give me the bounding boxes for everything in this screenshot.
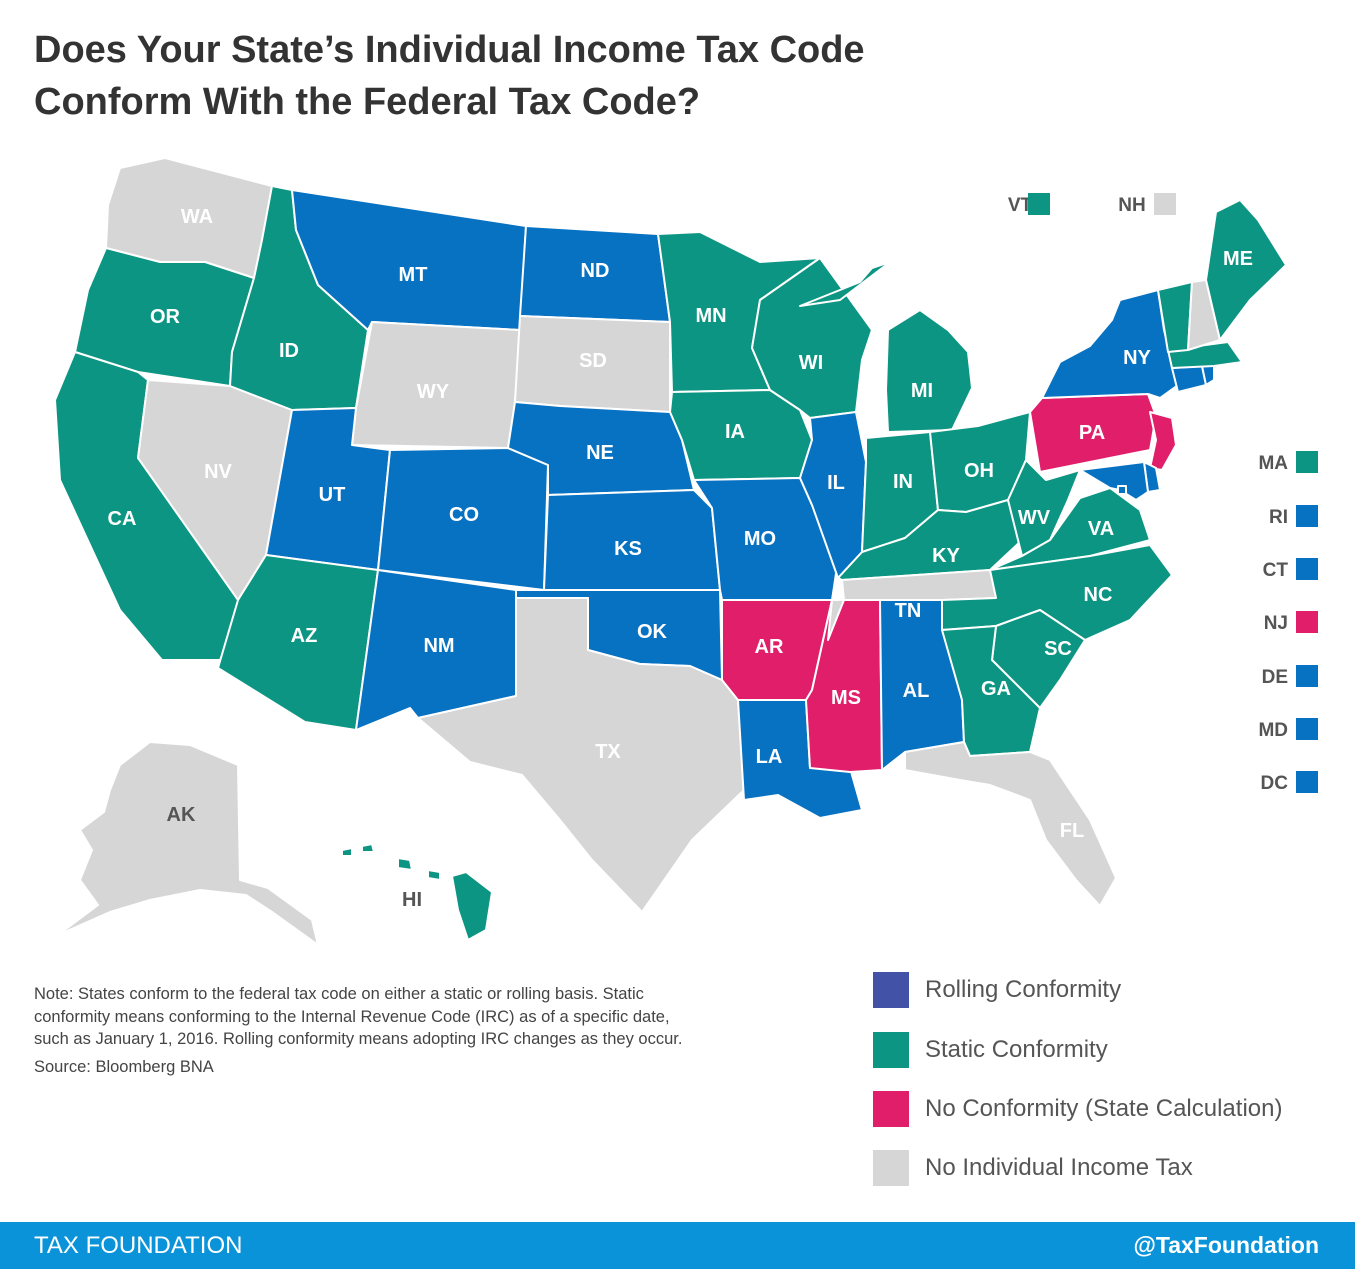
callout-swatch-de: [1296, 665, 1318, 687]
map-title: Does Your State’s Individual Income Tax …: [34, 24, 1034, 128]
state-label-ia: IA: [725, 421, 745, 443]
note-line-2: conformity means conforming to the Inter…: [34, 1007, 670, 1026]
state-label-nc: NC: [1084, 584, 1113, 606]
state-label-sc: SC: [1044, 638, 1072, 660]
state-label-ga: GA: [981, 678, 1011, 700]
legend-label-no-conformity: No Conformity (State Calculation): [925, 1095, 1283, 1122]
state-label-me: ME: [1223, 248, 1253, 270]
legend-item-no-conformity: No Conformity (State Calculation): [873, 1091, 1343, 1129]
note-line-1: Note: States conform to the federal tax …: [34, 985, 644, 1003]
state-label-ny: NY: [1123, 347, 1151, 369]
legend-label-no-income-tax: No Individual Income Tax: [925, 1154, 1193, 1181]
state-label-or: OR: [150, 306, 181, 328]
state-label-az: AZ: [291, 625, 318, 647]
title-line-1: Does Your State’s Individual Income Tax …: [34, 29, 865, 71]
state-label-ky: KY: [932, 545, 960, 567]
callout-label-ma: MA: [1258, 453, 1288, 474]
state-label-tn: TN: [895, 600, 922, 622]
source-line: Source: Bloomberg BNA: [34, 1057, 214, 1076]
state-label-ks: KS: [614, 538, 642, 560]
state-label-la: LA: [756, 746, 783, 768]
state-label-sd: SD: [579, 350, 607, 372]
state-label-ar: AR: [755, 636, 784, 658]
state-label-oh: OH: [964, 460, 994, 482]
footer-handle-link[interactable]: @TaxFoundation: [1133, 1232, 1319, 1258]
state-HI: [341, 843, 493, 941]
callout-label-vt: VT: [1008, 195, 1033, 216]
state-label-il: IL: [827, 472, 845, 494]
callout-swatch-ct: [1296, 558, 1318, 580]
state-label-wi: WI: [799, 352, 823, 374]
legend-item-no-income-tax: No Individual Income Tax: [873, 1150, 1343, 1188]
legend-item-rolling: Rolling Conformity: [873, 972, 1343, 1010]
state-label-wa: WA: [181, 206, 213, 228]
state-label-in: IN: [893, 471, 913, 493]
state-label-al: AL: [903, 680, 930, 702]
state-label-mo: MO: [744, 528, 776, 550]
state-ME: [1205, 199, 1287, 341]
legend-swatch-rolling: [873, 972, 909, 1008]
state-label-wv: WV: [1018, 507, 1051, 529]
legend-item-static: Static Conformity: [873, 1032, 1343, 1070]
state-WV: [1007, 459, 1081, 557]
state-label-id: ID: [279, 340, 299, 362]
state-label-wy: WY: [417, 381, 450, 403]
state-CT: [1171, 365, 1207, 393]
state-NY: [1041, 289, 1179, 399]
state-label-tx: TX: [595, 741, 621, 763]
legend-label-rolling: Rolling Conformity: [925, 976, 1122, 1003]
callout-label-ct: CT: [1263, 560, 1289, 581]
state-TX: [417, 597, 745, 913]
callout-label-de: DE: [1262, 667, 1288, 688]
state-MI: [799, 261, 973, 433]
state-NJ: [1149, 411, 1177, 471]
callout-group: VT NH MA RI CT NJ DE MD DC: [1008, 193, 1318, 794]
state-label-mt: MT: [399, 264, 428, 286]
state-label-nv: NV: [204, 461, 232, 483]
state-AK: [57, 741, 319, 946]
callout-swatch-nh: [1154, 193, 1176, 215]
state-label-ne: NE: [586, 442, 614, 464]
state-FL: [904, 741, 1117, 907]
legend-swatch-no-conformity: [873, 1091, 909, 1127]
callout-swatch-ri: [1296, 505, 1318, 527]
state-label-nd: ND: [581, 260, 610, 282]
state-label-ut: UT: [319, 484, 346, 506]
legend-label-static: Static Conformity: [925, 1036, 1108, 1063]
state-label-group: WA OR CA NV ID MT WY UT AZ CO NM ND SD NE KS OK TX MN IA MO…: [108, 206, 1253, 911]
state-label-fl: FL: [1060, 820, 1084, 842]
state-label-ca: CA: [108, 508, 137, 530]
legend-swatch-no-income-tax: [873, 1150, 909, 1186]
state-label-pa: PA: [1079, 422, 1105, 444]
state-label-ms: MS: [831, 687, 861, 709]
callout-swatch-nj: [1296, 611, 1318, 633]
state-label-ok: OK: [637, 621, 668, 643]
legend-swatch-static: [873, 1032, 909, 1068]
footer-bar: TAX FOUNDATION @TaxFoundation: [0, 1222, 1355, 1269]
state-label-mn: MN: [695, 305, 726, 327]
state-label-hi: HI: [402, 889, 422, 911]
state-MD: [1079, 461, 1149, 501]
callout-swatch-md: [1296, 718, 1318, 740]
state-label-mi: MI: [911, 380, 933, 402]
state-label-co: CO: [449, 504, 479, 526]
note-line-3: such as January 1, 2016. Rolling conform…: [34, 1030, 683, 1048]
callout-label-nj: NJ: [1264, 613, 1288, 634]
callout-swatch-dc: [1296, 771, 1318, 793]
state-DC: [1117, 485, 1127, 495]
state-label-ak: AK: [167, 804, 196, 826]
callout-label-dc: DC: [1261, 773, 1289, 794]
footnote: Note: States conform to the federal tax …: [34, 983, 814, 1078]
callout-label-ri: RI: [1269, 507, 1288, 528]
footer-brand: TAX FOUNDATION: [34, 1232, 243, 1259]
callout-label-md: MD: [1258, 720, 1288, 741]
title-line-2: Conform With the Federal Tax Code?: [34, 81, 701, 123]
callout-swatch-ma: [1296, 451, 1318, 473]
state-label-nm: NM: [423, 635, 454, 657]
state-label-va: VA: [1088, 518, 1114, 540]
callout-swatch-vt: [1028, 193, 1050, 215]
callout-label-nh: NH: [1118, 195, 1145, 216]
